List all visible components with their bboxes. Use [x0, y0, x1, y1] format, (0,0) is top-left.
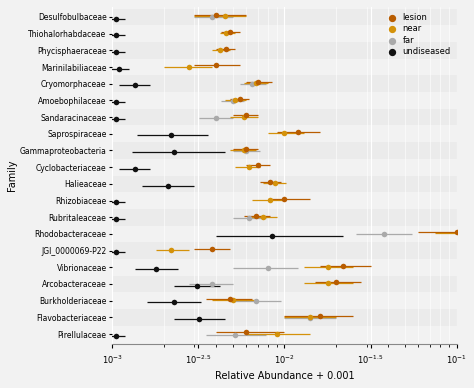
- Point: [242, 148, 250, 154]
- Point: [339, 263, 347, 269]
- Bar: [112, 259, 456, 275]
- Point: [212, 114, 219, 121]
- Point: [208, 281, 216, 288]
- Point: [112, 249, 119, 255]
- Point: [216, 47, 223, 53]
- Bar: [112, 25, 456, 42]
- Point: [268, 232, 276, 239]
- Point: [208, 14, 216, 21]
- Point: [252, 80, 259, 86]
- Point: [112, 16, 119, 22]
- Bar: [112, 92, 456, 109]
- Point: [266, 179, 273, 185]
- Point: [212, 12, 219, 18]
- Point: [332, 279, 340, 286]
- Point: [112, 99, 119, 105]
- Point: [221, 13, 228, 19]
- Point: [273, 331, 280, 337]
- Bar: [112, 109, 456, 125]
- Point: [325, 281, 332, 287]
- Point: [242, 146, 250, 152]
- Bar: [112, 142, 456, 159]
- Point: [252, 298, 259, 304]
- Bar: [112, 9, 456, 25]
- Point: [112, 216, 119, 222]
- Point: [281, 130, 288, 137]
- Bar: [112, 225, 456, 242]
- Point: [248, 81, 256, 87]
- Point: [164, 182, 172, 189]
- Point: [112, 49, 119, 55]
- Bar: [112, 192, 456, 209]
- Point: [229, 98, 237, 104]
- Point: [185, 63, 193, 69]
- Bar: [112, 42, 456, 59]
- Point: [195, 316, 203, 322]
- Point: [245, 164, 253, 170]
- Point: [116, 66, 123, 72]
- Point: [271, 180, 279, 187]
- Point: [240, 114, 247, 120]
- Point: [254, 79, 262, 85]
- Bar: [112, 75, 456, 92]
- Bar: [112, 175, 456, 192]
- Point: [281, 196, 288, 202]
- Point: [171, 299, 178, 305]
- Point: [264, 265, 272, 271]
- Point: [226, 296, 233, 302]
- Bar: [112, 275, 456, 292]
- Bar: [112, 242, 456, 259]
- Point: [131, 166, 138, 172]
- Point: [252, 213, 259, 219]
- Point: [208, 246, 216, 252]
- Point: [112, 199, 119, 205]
- Point: [112, 333, 119, 339]
- Point: [171, 149, 178, 155]
- Point: [259, 214, 267, 220]
- Point: [245, 215, 253, 221]
- Point: [222, 45, 230, 52]
- Point: [232, 331, 239, 338]
- Point: [112, 32, 119, 38]
- Legend: lesion, near, far, undiseased: lesion, near, far, undiseased: [382, 11, 453, 58]
- Point: [316, 313, 323, 319]
- Bar: [112, 326, 456, 342]
- Bar: [112, 292, 456, 309]
- Bar: [112, 209, 456, 225]
- Point: [229, 297, 237, 303]
- X-axis label: Relative Abundance + 0.001: Relative Abundance + 0.001: [215, 371, 354, 381]
- Point: [167, 247, 175, 253]
- Point: [232, 97, 239, 103]
- Y-axis label: Family: Family: [7, 160, 17, 191]
- Point: [325, 264, 332, 270]
- Bar: [112, 125, 456, 142]
- Bar: [112, 309, 456, 326]
- Point: [193, 282, 201, 289]
- Point: [306, 315, 313, 321]
- Point: [240, 147, 247, 153]
- Bar: [112, 59, 456, 75]
- Point: [242, 112, 250, 118]
- Point: [236, 95, 244, 102]
- Point: [167, 132, 175, 139]
- Point: [381, 231, 388, 237]
- Point: [453, 229, 460, 236]
- Point: [242, 329, 250, 336]
- Point: [212, 62, 219, 68]
- Point: [306, 314, 313, 320]
- Point: [131, 82, 138, 88]
- Point: [266, 197, 273, 203]
- Point: [294, 129, 302, 135]
- Bar: [112, 159, 456, 175]
- Point: [254, 163, 262, 169]
- Point: [152, 266, 160, 272]
- Point: [226, 29, 233, 35]
- Point: [222, 30, 230, 36]
- Point: [463, 230, 471, 237]
- Point: [112, 116, 119, 122]
